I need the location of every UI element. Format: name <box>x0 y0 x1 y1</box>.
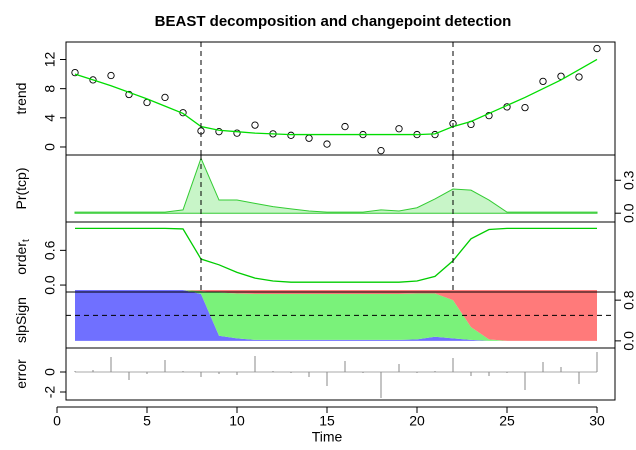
y-axis-label-text: Pr(tcp) <box>13 168 29 210</box>
trend-line <box>75 227 597 283</box>
data-point <box>125 90 133 99</box>
y-tick-label: 0.0 <box>621 203 636 223</box>
y-axis-label-text: trend <box>13 83 29 115</box>
y-tick-label: 8 <box>42 85 58 93</box>
y-tick-label: 0.6 <box>42 240 58 260</box>
chart-title: BEAST decomposition and changepoint dete… <box>155 13 512 30</box>
y-tick-label: -2 <box>42 386 58 399</box>
y-tick-label: 0.3 <box>621 170 636 190</box>
y-axis-label-text: slpSign <box>13 297 29 343</box>
x-tick-label: 25 <box>499 413 515 429</box>
y-axis-label: ordert <box>13 239 32 275</box>
trend-line <box>74 58 598 136</box>
data-point <box>575 73 583 81</box>
data-point <box>215 128 223 136</box>
y-axis-label: trend <box>13 83 29 115</box>
y-tick-label: 12 <box>42 51 58 67</box>
x-tick-label: 0 <box>53 413 61 429</box>
data-point <box>71 68 79 77</box>
y-axis-label: error <box>13 359 29 389</box>
probability-area <box>74 156 598 214</box>
panel-frame <box>65 347 616 401</box>
x-tick-label: 15 <box>319 413 335 429</box>
data-point <box>539 77 547 86</box>
y-tick-label: 0.8 <box>621 290 636 310</box>
slope-sign-area <box>75 289 597 341</box>
y-tick-label: 0.0 <box>42 275 58 295</box>
x-tick-label: 10 <box>229 413 245 429</box>
y-axis-label: slpSign <box>13 297 29 343</box>
x-axis-label: Time <box>312 429 343 445</box>
data-point <box>485 111 493 120</box>
y-axis-label-text: order <box>13 242 29 275</box>
data-point <box>323 140 331 148</box>
x-tick-label: 30 <box>589 413 605 429</box>
data-point <box>341 122 349 131</box>
y-tick-label: 0.0 <box>621 331 636 351</box>
data-point <box>233 129 241 137</box>
data-point <box>593 44 601 53</box>
data-point <box>161 93 169 102</box>
y-axis-label-text: error <box>13 359 29 389</box>
data-point <box>89 76 97 84</box>
x-tick-label: 20 <box>409 413 425 429</box>
data-point <box>251 121 259 129</box>
slope-sign-area <box>75 289 597 341</box>
x-tick-label: 5 <box>143 413 151 429</box>
y-tick-label: 4 <box>42 114 58 122</box>
data-point <box>287 131 295 139</box>
y-tick-label: 0 <box>42 368 58 376</box>
y-axis-label-subscript: t <box>21 239 32 242</box>
y-axis-label: Pr(tcp) <box>13 168 29 210</box>
data-point <box>521 103 529 112</box>
data-point <box>377 146 385 155</box>
data-point <box>395 125 403 133</box>
y-tick-label: 0 <box>42 143 58 151</box>
data-point <box>107 71 115 80</box>
